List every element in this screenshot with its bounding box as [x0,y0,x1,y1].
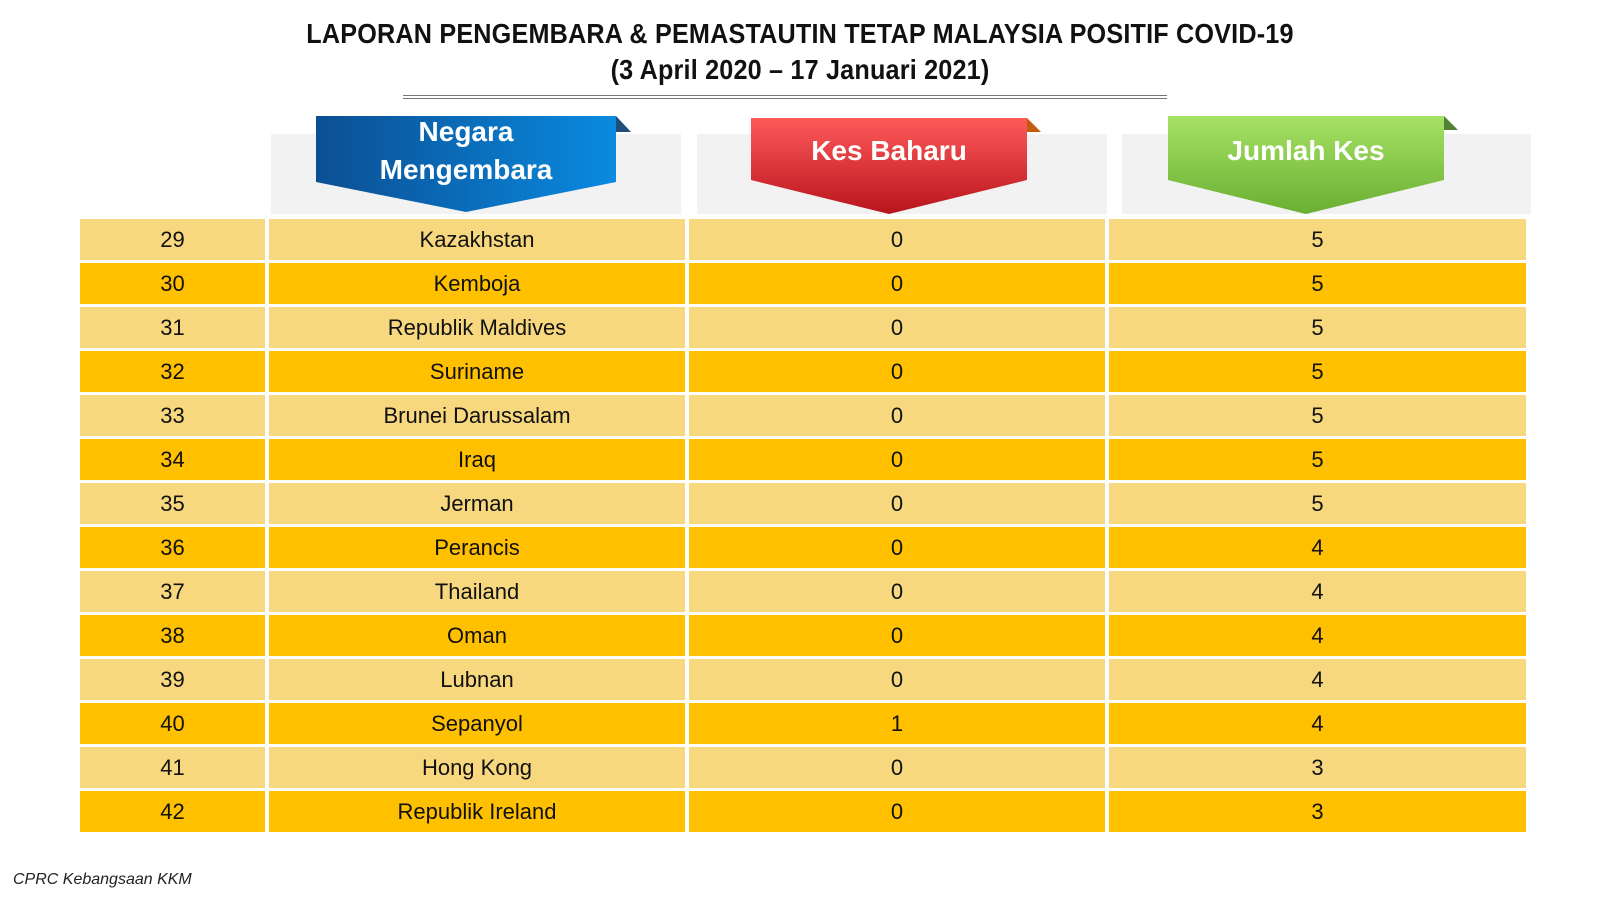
row-number: 35 [80,483,265,524]
total-cases-value: 5 [1109,219,1526,260]
new-cases-value: 0 [689,439,1105,480]
total-cases-value: 4 [1109,527,1526,568]
row-number: 39 [80,659,265,700]
table-row: 42 Republik Ireland 0 3 [80,791,1530,835]
new-cases-value: 0 [689,219,1105,260]
new-cases-value: 0 [689,263,1105,304]
total-cases-value: 5 [1109,439,1526,480]
country-name: Brunei Darussalam [269,395,685,436]
table-row: 35 Jerman 0 5 [80,483,1530,527]
total-cases-value: 5 [1109,307,1526,348]
row-number: 37 [80,571,265,612]
new-cases-value: 0 [689,307,1105,348]
total-cases-value: 4 [1109,615,1526,656]
row-number: 30 [80,263,265,304]
country-name: Sepanyol [269,703,685,744]
table-row: 30 Kemboja 0 5 [80,263,1530,307]
table-row: 41 Hong Kong 0 3 [80,747,1530,791]
new-cases-value: 0 [689,351,1105,392]
country-name: Jerman [269,483,685,524]
table-row: 37 Thailand 0 4 [80,571,1530,615]
header-country-line-2: Mengembara [379,154,553,185]
total-cases-value: 5 [1109,483,1526,524]
total-cases-value: 5 [1109,351,1526,392]
table-row: 31 Republik Maldives 0 5 [80,307,1530,351]
table-row: 38 Oman 0 4 [80,615,1530,659]
new-cases-value: 0 [689,571,1105,612]
header-total-cases-banner: Jumlah Kes [1168,116,1458,216]
new-cases-value: 1 [689,703,1105,744]
header-country-line-1: Negara [418,116,514,147]
total-cases-value: 3 [1109,791,1526,832]
country-name: Kemboja [269,263,685,304]
row-number: 34 [80,439,265,480]
table-row: 32 Suriname 0 5 [80,351,1530,395]
table-row: 29 Kazakhstan 0 5 [80,219,1530,263]
table-row: 33 Brunei Darussalam 0 5 [80,395,1530,439]
row-number: 40 [80,703,265,744]
new-cases-value: 0 [689,527,1105,568]
row-number: 41 [80,747,265,788]
country-name: Oman [269,615,685,656]
country-name: Lubnan [269,659,685,700]
country-name: Iraq [269,439,685,480]
report-title-line-2: (3 April 2020 – 17 Januari 2021) [610,54,990,85]
table-row: 39 Lubnan 0 4 [80,659,1530,703]
row-number: 33 [80,395,265,436]
new-cases-value: 0 [689,747,1105,788]
row-number: 31 [80,307,265,348]
country-name: Republik Ireland [269,791,685,832]
total-cases-value: 4 [1109,703,1526,744]
new-cases-value: 0 [689,395,1105,436]
table-row: 36 Perancis 0 4 [80,527,1530,571]
table-row: 40 Sepanyol 1 4 [80,703,1530,747]
row-number: 38 [80,615,265,656]
country-name: Hong Kong [269,747,685,788]
total-cases-value: 5 [1109,263,1526,304]
total-cases-value: 5 [1109,395,1526,436]
total-cases-value: 3 [1109,747,1526,788]
country-name: Thailand [269,571,685,612]
country-name: Perancis [269,527,685,568]
report-title: LAPORAN PENGEMBARA & PEMASTAUTIN TETAP M… [80,16,1520,88]
row-number: 32 [80,351,265,392]
new-cases-value: 0 [689,791,1105,832]
country-name: Suriname [269,351,685,392]
header-total-cases-label: Jumlah Kes [1227,135,1385,166]
row-number: 42 [80,791,265,832]
title-divider [403,95,1167,99]
cases-table: 29 Kazakhstan 0 5 30 Kemboja 0 5 31 Repu… [80,219,1530,835]
country-name: Republik Maldives [269,307,685,348]
new-cases-value: 0 [689,483,1105,524]
country-name: Kazakhstan [269,219,685,260]
source-footer: CPRC Kebangsaan KKM [13,871,192,888]
total-cases-value: 4 [1109,571,1526,612]
header-new-cases-label: Kes Baharu [811,135,967,166]
report-title-line-1: LAPORAN PENGEMBARA & PEMASTAUTIN TETAP M… [306,18,1294,49]
row-number: 36 [80,527,265,568]
new-cases-value: 0 [689,615,1105,656]
header-new-cases-banner: Kes Baharu [751,118,1041,218]
new-cases-value: 0 [689,659,1105,700]
header-country-banner: Negara Mengembara [316,116,632,216]
row-number: 29 [80,219,265,260]
table-row: 34 Iraq 0 5 [80,439,1530,483]
total-cases-value: 4 [1109,659,1526,700]
